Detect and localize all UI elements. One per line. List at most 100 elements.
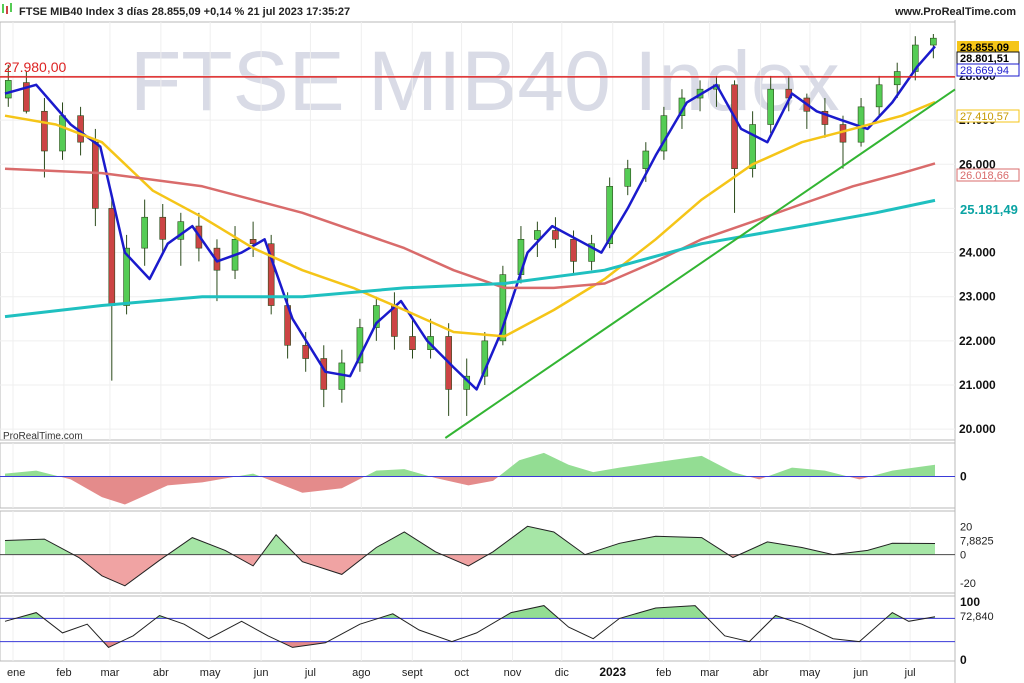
candle-down [249,239,257,245]
price-value-box [956,109,1020,123]
oscillator-2-negative-area [5,554,935,586]
oscillator-3-value-label: 72,840 [960,611,994,623]
candle-up [660,115,668,152]
price-value-box [956,63,1020,77]
moving-average-ma-long [4,198,936,319]
moving-average-ma-mid [4,100,936,338]
x-tick-label: jun [253,667,269,679]
x-tick-label: feb [56,667,71,679]
y-tick-label: 23.000 [959,290,996,304]
x-tick-label: mar [100,667,119,679]
x-tick-label: may [200,667,221,679]
x-tick-label: jun [853,667,869,679]
support-trendline [444,88,956,439]
candle-up [141,216,148,249]
candle-down [570,239,577,262]
candle-up [4,80,12,99]
x-tick-label: mar [700,667,719,679]
candle-up [875,84,883,108]
grid-layer [0,22,955,661]
oscillator-2-line [4,525,936,587]
x-tick-label: jul [904,667,916,679]
oscillator-1-negative-area [5,476,935,505]
resistance-level-label: 27.980,00 [4,59,66,75]
candle-up [534,230,541,240]
candle-up [373,305,380,328]
panel-frames [0,0,956,683]
candle-up [624,168,632,187]
candle-down [41,110,48,152]
price-value-label: 26.018,66 [960,170,1009,182]
candle-up [893,71,901,86]
price-value-label: 27.410,57 [960,111,1009,123]
candle-up [59,115,66,152]
x-tick-label: sept [402,667,423,679]
oscillator-3-value-box [957,608,1001,621]
y-tick-label: 22.000 [959,334,996,348]
price-value-box [957,41,1019,53]
x-tick-label: dic [555,667,570,679]
oscillator-3-line [4,605,936,649]
x-tick-label: ene [7,667,25,679]
oscillator-1-positive-area [5,452,935,477]
price-value-box [956,168,1020,182]
oscillator-3-tick: 0 [960,653,967,667]
candle-down [821,110,829,125]
oscillator-panel-2 [0,525,955,587]
x-tick-label: nov [504,667,522,679]
price-panel: 27.980,00 [0,34,956,439]
oscillator-panel-1 [0,452,955,505]
oscillator-2-value-label: 7,8825 [960,535,994,547]
candle-up [481,340,489,377]
source-label: ProRealTime.com [3,431,83,442]
oscillator-panel-3 [0,605,955,649]
candle-down [108,208,116,306]
candle-down [159,216,167,240]
chart-menu-icon[interactable] [2,3,12,14]
axis-layer: 20.00021.00022.00023.00024.00025.00026.0… [7,41,1020,679]
x-tick-label: jul [304,667,316,679]
candle-down [92,141,99,209]
candle-up [767,88,774,125]
candle-down [731,84,738,169]
candle-up [930,37,937,46]
oscillator-2-tick: 0 [960,550,966,562]
candle-up [123,247,130,306]
watermark: FTSE MIB40 Index [130,34,840,128]
candle-up [499,274,507,342]
candle-up [642,150,650,169]
oscillator-2-positive-area [5,526,935,555]
candle-up [606,186,613,245]
candle-up [177,221,185,240]
candle-down [302,344,309,359]
x-tick-label: may [800,667,821,679]
oscillator-2-tick: -20 [960,578,976,590]
price-value-label: 28.801,51 [960,53,1009,65]
y-tick-label: 20.000 [959,422,996,436]
oscillator-1-tick: 0 [960,470,967,484]
price-value-label: 28.669,94 [960,65,1009,77]
x-tick-label: ago [352,667,370,679]
oscillator-2-tick: 20 [960,521,972,533]
chart-header-title: FTSE MIB40 Index 3 días 28.855,09 +0,14 … [19,6,350,18]
candle-up [857,106,865,143]
price-value-label: 25.181,49 [960,202,1018,217]
candle-down [267,243,275,306]
y-tick-label: 26.000 [959,157,996,171]
moving-average-ma-fast [4,45,936,391]
oscillator-2-value-box [957,534,1007,547]
y-tick-label: 21.000 [959,378,996,392]
x-tick-label: feb [656,667,671,679]
candle-down [552,230,559,240]
price-value-label: 28.855,09 [960,42,1009,54]
oscillator-3-tick: 100 [960,595,980,609]
x-tick-label: abr [753,667,769,679]
candle-down [409,336,416,350]
price-value-box [957,204,1019,216]
candle-up [588,243,595,262]
site-name[interactable]: www.ProRealTime.com [894,6,1016,18]
x-tick-label: abr [153,667,169,679]
candle-down [23,82,30,112]
header-bar: FTSE MIB40 Index 3 días 28.855,09 +0,14 … [0,0,1024,20]
